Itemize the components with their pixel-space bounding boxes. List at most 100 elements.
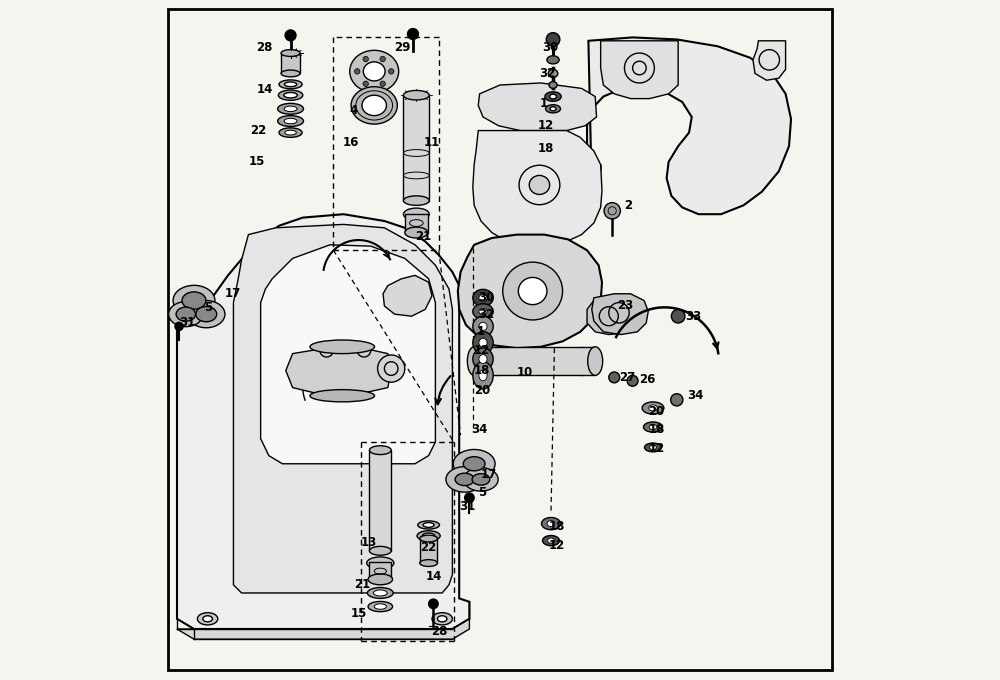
Ellipse shape <box>310 390 375 402</box>
Ellipse shape <box>367 588 393 598</box>
Ellipse shape <box>472 474 490 485</box>
Polygon shape <box>473 131 602 245</box>
Circle shape <box>380 56 385 62</box>
Ellipse shape <box>173 286 215 316</box>
Circle shape <box>363 81 368 86</box>
Ellipse shape <box>542 536 560 545</box>
Ellipse shape <box>479 294 487 301</box>
Ellipse shape <box>644 443 662 452</box>
Ellipse shape <box>650 445 656 449</box>
Ellipse shape <box>176 307 196 321</box>
Ellipse shape <box>479 309 487 314</box>
Text: 14: 14 <box>257 83 273 97</box>
Text: 4: 4 <box>349 103 357 117</box>
Ellipse shape <box>649 424 657 430</box>
Ellipse shape <box>518 277 547 305</box>
Text: 18: 18 <box>474 364 491 377</box>
Bar <box>369 562 391 579</box>
Text: 32: 32 <box>478 307 494 321</box>
Text: 34: 34 <box>471 423 488 437</box>
Text: 11: 11 <box>424 136 440 150</box>
Ellipse shape <box>284 82 297 87</box>
Text: 10: 10 <box>517 366 533 379</box>
Circle shape <box>380 81 385 86</box>
Bar <box>474 347 595 375</box>
Ellipse shape <box>182 292 206 309</box>
Ellipse shape <box>284 106 297 112</box>
Text: 5: 5 <box>204 301 212 314</box>
Ellipse shape <box>405 227 428 238</box>
Polygon shape <box>261 245 435 464</box>
Text: 13: 13 <box>361 536 377 549</box>
Ellipse shape <box>420 535 437 542</box>
Polygon shape <box>592 294 648 335</box>
Ellipse shape <box>455 473 474 486</box>
Ellipse shape <box>642 402 664 414</box>
Ellipse shape <box>503 262 563 320</box>
Polygon shape <box>753 41 786 80</box>
Ellipse shape <box>550 95 556 99</box>
Text: 21: 21 <box>415 230 431 243</box>
Text: 23: 23 <box>617 299 633 313</box>
Ellipse shape <box>548 69 558 78</box>
Bar <box>403 95 429 201</box>
Text: 28: 28 <box>431 624 447 638</box>
Ellipse shape <box>529 175 550 194</box>
Polygon shape <box>601 41 678 99</box>
Polygon shape <box>587 299 633 335</box>
Circle shape <box>546 33 560 46</box>
Ellipse shape <box>473 289 493 306</box>
Ellipse shape <box>479 322 487 330</box>
Text: 22: 22 <box>250 124 266 137</box>
Ellipse shape <box>197 613 218 625</box>
Ellipse shape <box>281 50 300 56</box>
Text: 12: 12 <box>648 442 664 456</box>
Ellipse shape <box>437 616 447 622</box>
Ellipse shape <box>403 208 429 220</box>
Ellipse shape <box>463 457 485 471</box>
Ellipse shape <box>464 468 498 491</box>
Ellipse shape <box>369 446 391 454</box>
Text: 5: 5 <box>478 486 486 500</box>
Text: 28: 28 <box>257 41 273 54</box>
Text: 15: 15 <box>350 607 367 620</box>
Text: 31: 31 <box>459 500 475 513</box>
Ellipse shape <box>418 521 439 529</box>
Text: 14: 14 <box>425 570 442 583</box>
Polygon shape <box>478 83 597 131</box>
Text: 34: 34 <box>687 389 703 403</box>
Ellipse shape <box>446 466 483 492</box>
Bar <box>369 450 391 551</box>
Bar <box>405 214 428 233</box>
Ellipse shape <box>547 521 555 526</box>
Text: 30: 30 <box>542 41 558 54</box>
Ellipse shape <box>643 422 663 432</box>
Text: 26: 26 <box>639 373 656 386</box>
Text: 18: 18 <box>648 423 665 437</box>
Ellipse shape <box>473 332 493 354</box>
Polygon shape <box>233 224 452 593</box>
Ellipse shape <box>473 316 493 337</box>
Text: 22: 22 <box>420 541 436 554</box>
Ellipse shape <box>550 107 556 111</box>
Text: 33: 33 <box>685 309 701 323</box>
Ellipse shape <box>285 131 296 135</box>
Ellipse shape <box>367 557 394 569</box>
Ellipse shape <box>368 602 393 612</box>
Ellipse shape <box>369 547 391 555</box>
Ellipse shape <box>403 196 429 205</box>
Text: 12: 12 <box>549 539 565 552</box>
Circle shape <box>609 372 620 383</box>
Circle shape <box>671 309 685 323</box>
Ellipse shape <box>362 95 386 116</box>
Polygon shape <box>458 235 602 348</box>
Ellipse shape <box>284 118 297 124</box>
Text: 17: 17 <box>225 287 241 301</box>
Ellipse shape <box>473 362 493 389</box>
Ellipse shape <box>363 62 385 81</box>
Ellipse shape <box>169 302 203 326</box>
Ellipse shape <box>350 50 399 92</box>
Ellipse shape <box>403 90 429 100</box>
Ellipse shape <box>420 560 437 566</box>
Ellipse shape <box>278 103 303 114</box>
